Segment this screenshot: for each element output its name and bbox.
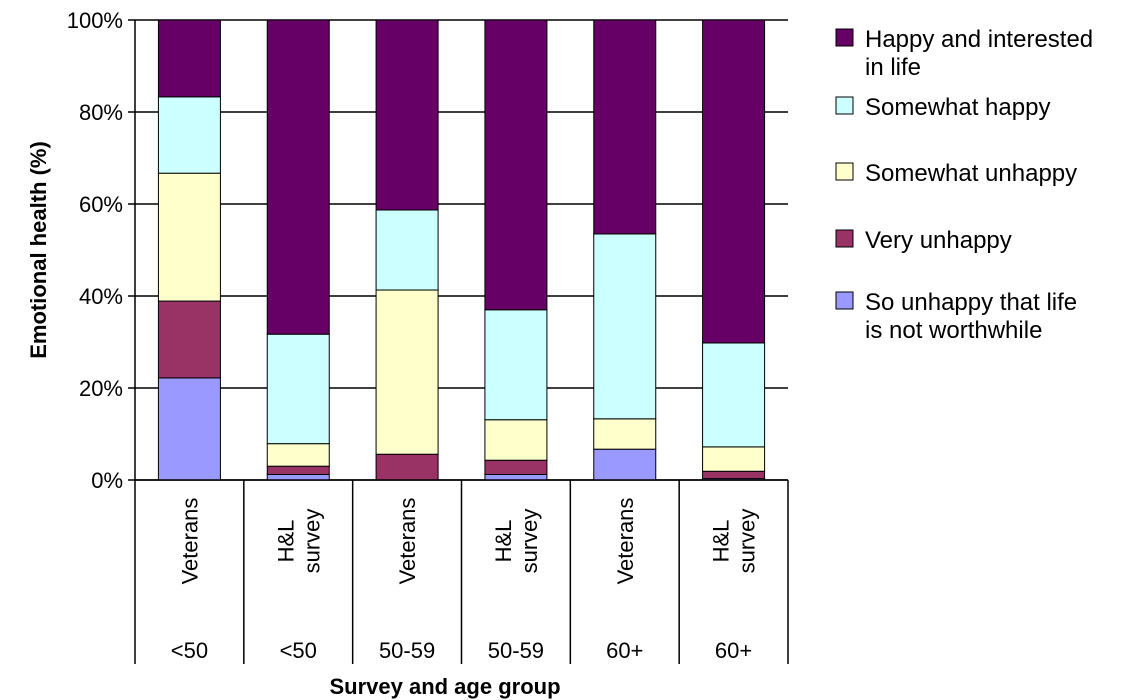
bar-segment bbox=[266, 443, 330, 467]
category-label: Veterans bbox=[613, 498, 638, 585]
y-tick-label: 20% bbox=[79, 376, 123, 401]
bar-segment bbox=[702, 446, 766, 472]
bar-segment bbox=[375, 453, 439, 481]
bar-segment bbox=[593, 19, 657, 235]
bar-stack bbox=[593, 19, 657, 481]
bar-segment bbox=[484, 19, 548, 311]
bar-segment bbox=[266, 473, 330, 481]
legend-label: Somewhat happy bbox=[865, 94, 1050, 121]
bar-segment bbox=[266, 333, 330, 445]
category-label: Veterans bbox=[177, 498, 202, 585]
category-label: H&L bbox=[273, 520, 298, 563]
age-group-label: 50-59 bbox=[488, 638, 544, 663]
legend-label: is not worthwhile bbox=[865, 317, 1042, 344]
bar-segment bbox=[702, 19, 766, 344]
bar-segment bbox=[266, 19, 330, 335]
bar-segment bbox=[157, 300, 221, 379]
category-label: survey bbox=[517, 509, 542, 574]
legend-label: Happy and interested bbox=[865, 26, 1093, 53]
bar-segment bbox=[266, 465, 330, 475]
legend-swatch bbox=[835, 28, 854, 47]
legend-label: in life bbox=[865, 54, 921, 81]
legend-label: Somewhat unhappy bbox=[865, 160, 1077, 187]
y-tick-label: 60% bbox=[79, 192, 123, 217]
legend-entry: Somewhat unhappy bbox=[835, 160, 1077, 187]
age-group-label: <50 bbox=[280, 638, 317, 663]
bar-segment bbox=[484, 459, 548, 475]
legend-entry: Somewhat happy bbox=[835, 94, 1050, 121]
y-axis-title: Emotional health (%) bbox=[26, 141, 51, 359]
bar-segment bbox=[593, 233, 657, 420]
category-label: H&L bbox=[491, 520, 516, 563]
bar-segment bbox=[484, 419, 548, 461]
bar-segment bbox=[702, 470, 766, 480]
y-tick-label: 40% bbox=[79, 284, 123, 309]
bar-segment bbox=[702, 342, 766, 448]
bar-segment bbox=[484, 473, 548, 481]
bars bbox=[157, 19, 766, 481]
category-label: survey bbox=[299, 509, 324, 574]
category-label: Veterans bbox=[395, 498, 420, 585]
bar-segment bbox=[593, 418, 657, 450]
bar-segment bbox=[157, 19, 221, 98]
legend-label: Very unhappy bbox=[865, 227, 1012, 254]
bar-segment bbox=[157, 96, 221, 174]
age-group-label: 60+ bbox=[715, 638, 752, 663]
bar-stack bbox=[702, 19, 766, 481]
bar-segment bbox=[375, 289, 439, 455]
bar-segment bbox=[157, 172, 221, 302]
legend-entry: Very unhappy bbox=[835, 227, 1012, 254]
legend-swatch bbox=[835, 96, 854, 115]
x-axis-title: Survey and age group bbox=[329, 674, 560, 699]
bar-segment bbox=[484, 309, 548, 421]
category-label: survey bbox=[735, 509, 760, 574]
legend-swatch bbox=[835, 229, 854, 248]
category-label: H&L bbox=[709, 520, 734, 563]
bar-stack bbox=[484, 19, 548, 481]
legend-swatch bbox=[835, 162, 854, 181]
age-group-label: 60+ bbox=[606, 638, 643, 663]
legend-label: So unhappy that life bbox=[865, 289, 1077, 316]
age-group-label: 50-59 bbox=[379, 638, 435, 663]
y-tick-label: 100% bbox=[67, 8, 123, 33]
gridlines bbox=[135, 19, 788, 481]
bar-segment bbox=[157, 377, 221, 481]
bar-stack bbox=[157, 19, 221, 481]
y-tick-label: 80% bbox=[79, 100, 123, 125]
bar-stack bbox=[375, 19, 439, 481]
bar-segment bbox=[375, 19, 439, 211]
y-tick-label: 0% bbox=[91, 468, 123, 493]
y-axis-ticks: 0% 20% 40% 60% 80% 100% bbox=[67, 8, 135, 493]
age-group-label: <50 bbox=[171, 638, 208, 663]
bar-segment bbox=[593, 448, 657, 481]
legend-swatch bbox=[835, 291, 854, 310]
bar-segment bbox=[375, 209, 439, 291]
bar-stack bbox=[266, 19, 330, 481]
